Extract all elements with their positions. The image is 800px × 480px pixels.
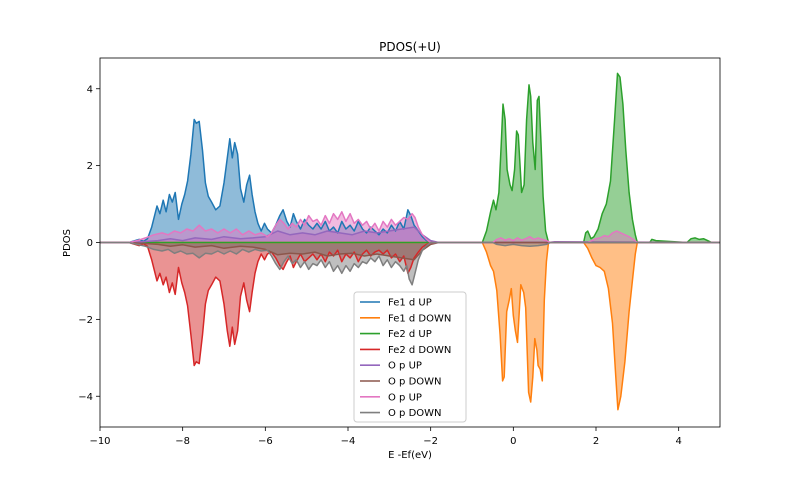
legend-label: Fe2 d UP xyxy=(388,329,432,340)
x-tick-label: 0 xyxy=(510,436,516,447)
area-series-3 xyxy=(128,242,431,366)
x-axis-label: E -Ef(eV) xyxy=(388,450,432,461)
x-tick-label: −4 xyxy=(341,436,356,447)
x-tick-label: −6 xyxy=(258,436,273,447)
legend-label: Fe1 d UP xyxy=(388,298,432,309)
x-tick-label: 4 xyxy=(675,436,681,447)
legend: Fe1 d UP Fe1 d DOWN Fe2 d UP Fe2 d DOWN O p … xyxy=(353,291,467,423)
legend-label: O p DOWN xyxy=(388,377,442,388)
legend-label: O p UP xyxy=(388,361,422,372)
line-series-1 xyxy=(100,241,720,411)
y-tick-label: −4 xyxy=(78,392,93,403)
area-series-0 xyxy=(128,119,431,243)
chart-title: PDOS(+U) xyxy=(379,40,441,54)
y-tick-label: −2 xyxy=(78,315,93,326)
line-series-5 xyxy=(100,241,720,261)
y-tick-label: 0 xyxy=(87,238,93,249)
area-series-2 xyxy=(482,73,712,243)
legend-label: Fe1 d DOWN xyxy=(388,313,451,324)
line-series-3 xyxy=(100,241,720,367)
y-tick-label: 4 xyxy=(87,84,93,95)
axes: −10 −8 −6 −4 −2 0 2 4 −4 −2 0 2 4 xyxy=(78,57,721,447)
legend-box xyxy=(353,291,467,423)
x-tick-label: −8 xyxy=(175,436,190,447)
area-series-6 xyxy=(128,211,712,243)
line-series-6 xyxy=(100,211,720,244)
y-axis-label: PDOS xyxy=(62,229,73,257)
x-tick-label: −2 xyxy=(423,436,438,447)
x-tick-label: 2 xyxy=(593,436,599,447)
line-series-7 xyxy=(100,241,720,286)
legend-label: O p UP xyxy=(388,392,422,403)
line-series-4 xyxy=(100,226,720,244)
line-series-0 xyxy=(100,118,720,244)
y-tick-label: 2 xyxy=(87,161,93,172)
x-tick-label: −10 xyxy=(89,436,110,447)
legend-label: Fe2 d DOWN xyxy=(388,345,451,356)
legend-label: O p DOWN xyxy=(388,408,442,419)
plot-lines xyxy=(100,72,720,411)
